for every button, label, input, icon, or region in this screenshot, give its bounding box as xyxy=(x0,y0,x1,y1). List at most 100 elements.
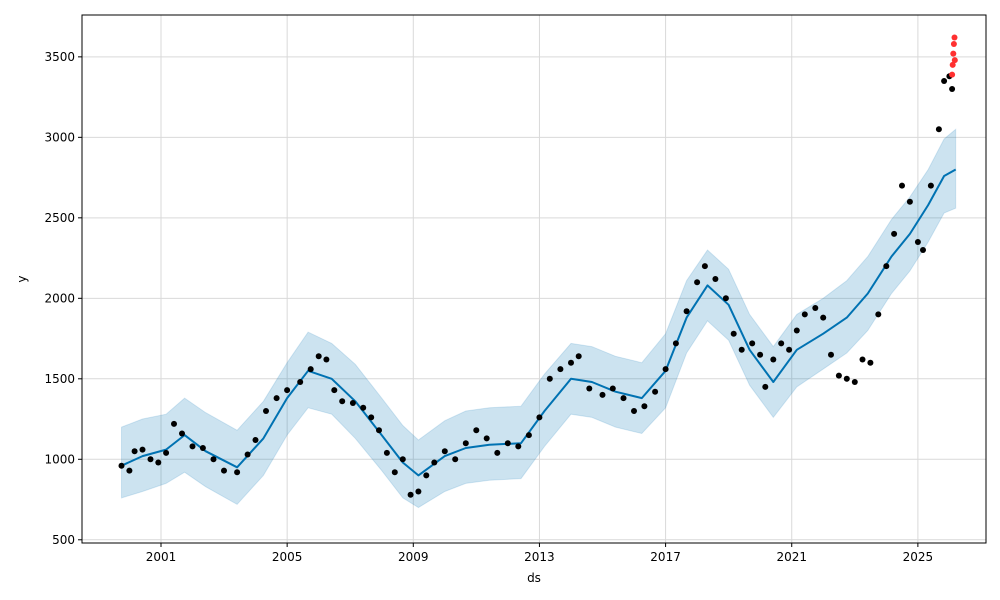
observed-point xyxy=(662,366,669,373)
observed-point xyxy=(586,385,593,392)
observed-point xyxy=(568,359,574,366)
observed-point xyxy=(399,456,406,463)
observed-point xyxy=(935,126,942,133)
x-tick-label: 2009 xyxy=(398,550,429,564)
observed-point xyxy=(536,414,543,421)
highlighted-point xyxy=(949,61,956,68)
observed-point xyxy=(575,353,582,360)
observed-point xyxy=(914,239,921,245)
observed-point xyxy=(189,443,196,450)
observed-point xyxy=(835,372,842,379)
observed-point xyxy=(641,403,648,410)
gridlines xyxy=(82,15,986,543)
uncertainty-band xyxy=(121,128,957,509)
observed-point xyxy=(473,427,480,434)
y-axis-ticks: 500 1000 1500 2000 2500 3000 3500 xyxy=(44,50,82,547)
observed-point xyxy=(828,351,834,358)
observed-point xyxy=(423,472,430,479)
observed-point xyxy=(376,427,382,434)
observed-point xyxy=(920,247,926,253)
observed-point xyxy=(199,445,206,451)
observed-point xyxy=(452,456,459,463)
observed-point xyxy=(415,488,422,495)
observed-point xyxy=(843,375,850,382)
observed-point xyxy=(875,311,882,318)
observed-point xyxy=(118,462,125,469)
observed-point xyxy=(431,459,438,466)
observed-point xyxy=(179,430,185,437)
highlighted-point xyxy=(951,34,958,41)
observed-point xyxy=(906,198,913,205)
plot-frame xyxy=(81,14,987,544)
observed-point xyxy=(323,356,330,363)
observed-point xyxy=(599,391,606,398)
observed-point xyxy=(504,440,511,447)
observed-point xyxy=(360,404,367,411)
forecast-line-group xyxy=(121,168,957,477)
observed-point xyxy=(462,440,469,447)
y-tick-label: 500 xyxy=(52,533,75,547)
observed-point xyxy=(712,276,719,282)
observed-point xyxy=(307,366,314,373)
y-tick-label: 1500 xyxy=(44,372,75,386)
x-tick-label: 2005 xyxy=(272,550,303,564)
x-tick-label: 2021 xyxy=(776,550,807,564)
observed-point xyxy=(672,340,679,347)
observed-point xyxy=(368,414,375,421)
observed-point xyxy=(820,314,827,321)
observed-point xyxy=(620,395,627,402)
observed-point xyxy=(383,449,390,456)
y-tick-label: 2500 xyxy=(44,211,75,225)
observed-point xyxy=(738,346,745,353)
observed-point xyxy=(407,491,414,498)
observed-point xyxy=(793,327,800,334)
observed-point xyxy=(812,305,819,311)
observed-point xyxy=(757,351,764,358)
highlighted-point xyxy=(950,41,957,47)
observed-point xyxy=(694,279,701,286)
plot-area xyxy=(82,15,986,543)
observed-point xyxy=(609,385,616,392)
x-axis-label: ds xyxy=(527,571,541,585)
x-tick-label: 2001 xyxy=(146,550,177,564)
x-axis-ticks: 2001 2005 2009 2013 2017 2021 2025 xyxy=(146,543,933,564)
observed-point xyxy=(525,432,532,439)
observed-point xyxy=(899,182,905,189)
observed-point xyxy=(515,443,522,450)
observed-point xyxy=(749,340,756,347)
highlighted-point xyxy=(951,57,958,64)
observed-point xyxy=(949,86,956,92)
observed-point xyxy=(786,346,793,353)
observed-point xyxy=(297,379,304,385)
highlighted-point xyxy=(950,50,957,57)
observed-point xyxy=(557,366,564,373)
forecast-line xyxy=(121,168,957,477)
x-tick-label: 2025 xyxy=(903,550,934,564)
y-tick-label: 3500 xyxy=(44,50,75,64)
observed-point xyxy=(155,459,162,466)
observed-point xyxy=(683,308,690,315)
observed-point xyxy=(263,408,269,414)
observed-point xyxy=(546,375,553,382)
observed-point xyxy=(778,340,785,347)
observed-point xyxy=(701,263,708,270)
observed-point xyxy=(867,359,874,366)
observed-point xyxy=(391,469,398,476)
observed-point xyxy=(126,467,133,474)
observed-point xyxy=(859,356,866,363)
observed-point xyxy=(171,420,177,427)
observed-point xyxy=(339,398,346,405)
uncertainty-interval xyxy=(121,128,957,509)
observed-point xyxy=(221,467,227,474)
observed-point xyxy=(210,456,217,463)
observed-point xyxy=(631,408,637,414)
observed-point xyxy=(770,356,777,363)
y-tick-label: 3000 xyxy=(44,130,75,144)
observed-point xyxy=(941,78,948,84)
highlighted-point xyxy=(949,71,956,78)
highlighted-points xyxy=(949,34,958,78)
observed-point xyxy=(349,400,356,406)
observed-point xyxy=(331,387,338,394)
y-tick-label: 2000 xyxy=(44,291,75,305)
